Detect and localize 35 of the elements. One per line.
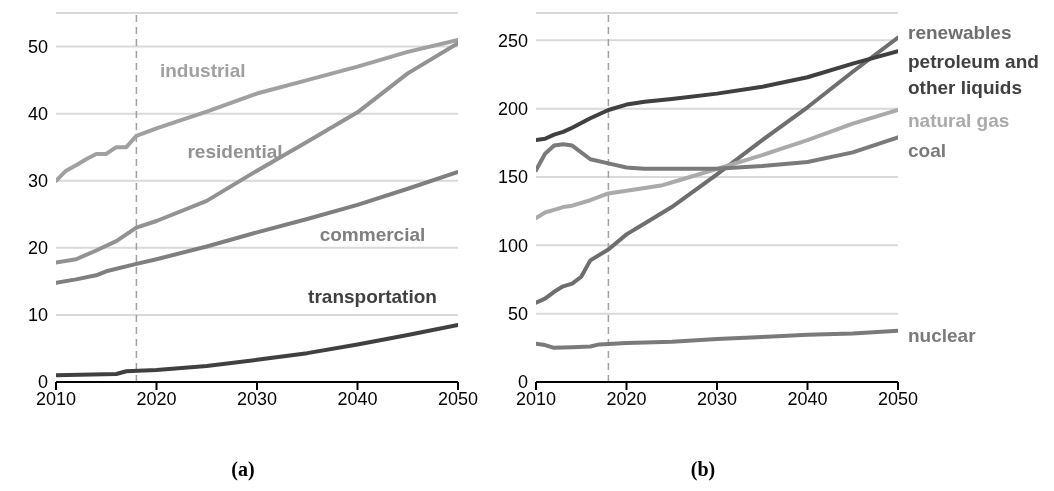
x-tick-label: 2050 xyxy=(877,388,919,409)
series-label: coal xyxy=(908,140,947,162)
y-tick-label: 200 xyxy=(497,99,528,120)
y-tick-label: 250 xyxy=(497,30,528,51)
x-tick-label: 2040 xyxy=(337,388,378,409)
series-label: nuclear xyxy=(908,324,977,346)
x-tick-label: 2050 xyxy=(437,388,479,409)
series-label: industrial xyxy=(159,59,246,81)
x-tick-label: 2020 xyxy=(606,388,647,409)
x-axis-title: (a) xyxy=(230,458,256,481)
series-label: transportation xyxy=(308,286,437,308)
y-tick-label: 30 xyxy=(27,171,48,192)
x-tick-label: 2030 xyxy=(696,388,738,409)
series-label: commercial xyxy=(319,223,426,245)
line-series xyxy=(56,41,458,265)
line-series xyxy=(536,49,898,143)
y-tick-label: 100 xyxy=(497,235,528,256)
series-label: natural gas xyxy=(908,110,1010,132)
y-tick-label: 20 xyxy=(27,238,48,259)
y-tick-label: 40 xyxy=(27,104,48,125)
line-series xyxy=(536,35,898,305)
y-tick-label: 150 xyxy=(497,167,528,188)
series-label: petroleum and other liquids xyxy=(908,51,1039,99)
y-tick-label: 50 xyxy=(507,304,528,325)
x-tick-label: 2040 xyxy=(787,388,828,409)
y-tick-label: 50 xyxy=(27,36,48,57)
x-tick-label: 2030 xyxy=(236,388,278,409)
line-series xyxy=(56,170,458,285)
y-tick-label: 10 xyxy=(27,305,48,326)
x-axis-title: (b) xyxy=(689,458,717,481)
series-label: residential xyxy=(187,140,283,162)
series-label: renewables xyxy=(908,21,1012,43)
line-series xyxy=(56,322,458,378)
line-series xyxy=(536,328,898,350)
x-tick-label: 2020 xyxy=(136,388,177,409)
